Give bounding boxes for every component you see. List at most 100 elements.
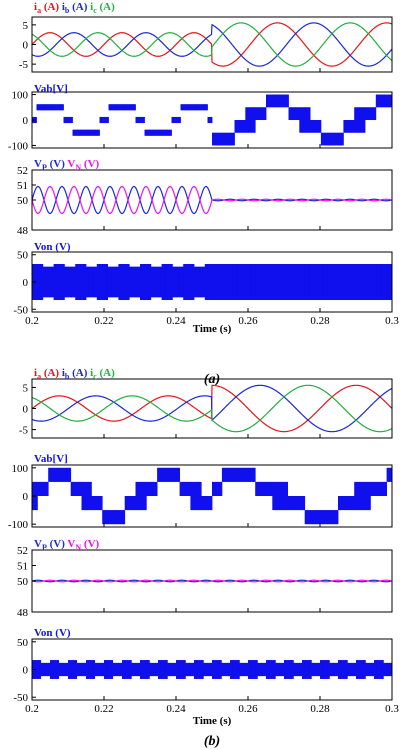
von-segment	[282, 264, 284, 300]
von-segment	[377, 660, 379, 679]
vab-segment	[350, 496, 352, 511]
von-segment	[244, 662, 246, 677]
von-segment	[187, 662, 189, 677]
von-segment	[288, 660, 290, 679]
von-segment	[151, 662, 153, 677]
von-segment	[298, 264, 300, 300]
von-segment	[198, 266, 200, 298]
von-segment	[295, 662, 297, 677]
title-part: i	[87, 1, 93, 13]
vab-segment	[50, 467, 52, 482]
von-segment	[102, 662, 104, 677]
von-segment	[260, 264, 263, 300]
vab-segment	[90, 481, 92, 511]
von-segment	[142, 264, 144, 300]
von-segment	[167, 662, 169, 677]
von-segment	[356, 660, 358, 679]
vab-segment	[171, 467, 173, 482]
vab-segment	[233, 467, 235, 482]
vab-segment	[338, 132, 341, 146]
von-segment	[181, 660, 183, 679]
von-segment	[75, 264, 78, 300]
von-segment	[316, 662, 318, 677]
vab-segment	[188, 481, 190, 496]
von-segment	[201, 660, 203, 679]
vab-segment	[237, 120, 239, 133]
vab-segment	[335, 132, 337, 146]
vab-segment	[321, 132, 324, 146]
title-unit: (A)	[69, 1, 87, 13]
von-segment	[39, 660, 42, 679]
von-segment	[119, 264, 121, 300]
von-segment	[346, 264, 348, 300]
ytick-label: 100	[12, 463, 29, 475]
von-segment	[168, 264, 170, 300]
von-segment	[371, 662, 373, 677]
vab-segment	[390, 94, 392, 108]
von-segment	[312, 264, 314, 300]
vab-segment	[304, 510, 306, 525]
von-segment	[122, 660, 124, 679]
vab-segment	[169, 467, 171, 482]
von-segment	[44, 662, 46, 677]
von-segment	[130, 660, 132, 679]
vab-segment	[212, 481, 214, 496]
von-segment	[313, 264, 315, 300]
von-segment	[63, 264, 65, 300]
von-segment	[115, 266, 117, 298]
vab-segment	[47, 104, 49, 111]
von-segment	[259, 662, 261, 677]
von-segment	[334, 662, 336, 677]
von-segment	[367, 264, 369, 300]
von-segment	[94, 266, 96, 298]
von-segment	[83, 264, 85, 300]
von-segment	[289, 660, 291, 679]
vab-segment	[128, 496, 130, 511]
von-segment	[117, 266, 119, 298]
von-segment	[138, 266, 140, 298]
von-segment	[224, 264, 226, 300]
von-segment	[67, 662, 69, 677]
von-segment	[327, 264, 330, 300]
von-segment	[175, 662, 177, 677]
vab-segment	[71, 481, 73, 496]
vab-segment	[252, 107, 254, 133]
vab-segment	[262, 107, 264, 120]
vab-segment	[140, 116, 143, 124]
von-segment	[104, 660, 106, 679]
vab-segment	[64, 467, 66, 482]
von-segment	[118, 662, 120, 677]
von-segment	[214, 264, 216, 300]
von-segment	[264, 264, 266, 300]
von-segment	[307, 264, 309, 300]
von-segment	[75, 660, 77, 679]
vab-segment	[389, 94, 391, 108]
von-segment	[284, 660, 286, 679]
von-segment	[350, 264, 353, 300]
vab-segment	[244, 120, 246, 133]
vab-segment	[97, 129, 99, 136]
vab-segment	[159, 129, 162, 136]
vab-segment	[362, 481, 364, 511]
von-segment	[116, 662, 119, 677]
von-segment	[44, 266, 46, 298]
vab-segment	[347, 496, 349, 511]
von-segment	[265, 662, 267, 677]
ytick-label: 0	[23, 40, 29, 52]
von-segment	[140, 264, 142, 300]
von-segment	[384, 662, 386, 677]
von-segment	[100, 264, 102, 300]
vab-segment	[122, 510, 124, 525]
vab-segment	[170, 129, 172, 136]
von-segment	[332, 662, 335, 677]
vab-segment	[202, 496, 204, 511]
vab-segment	[145, 481, 147, 511]
von-segment	[285, 660, 287, 679]
von-segment	[277, 662, 279, 677]
vab-segment	[70, 116, 72, 124]
von-segment	[178, 266, 180, 298]
von-segment	[36, 264, 38, 300]
von-segment	[311, 264, 313, 300]
von-segment	[355, 662, 357, 677]
